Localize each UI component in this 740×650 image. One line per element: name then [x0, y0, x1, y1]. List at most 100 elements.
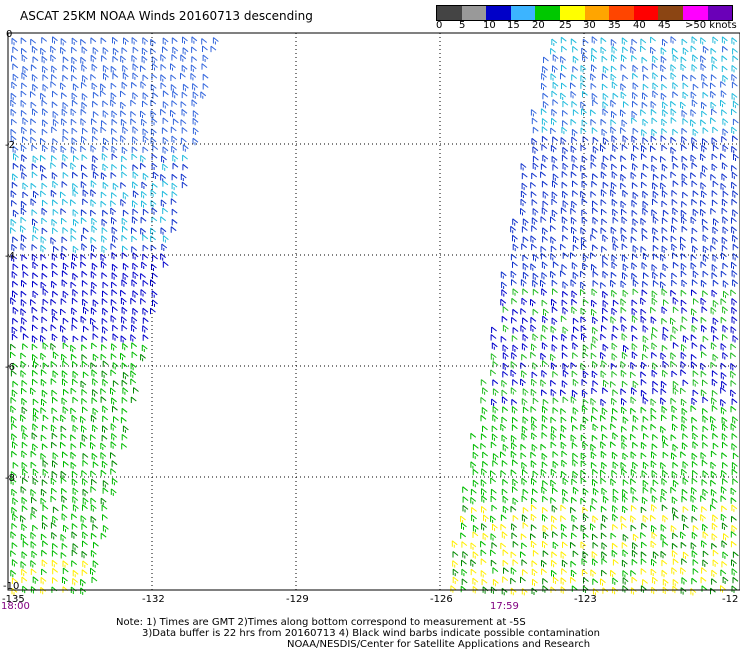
wind-barb	[580, 325, 587, 332]
wind-barb	[681, 155, 688, 163]
wind-barb	[691, 487, 697, 495]
wind-barb	[161, 155, 167, 163]
wind-barb	[662, 578, 669, 587]
wind-barb	[531, 477, 537, 486]
wind-barb	[611, 451, 618, 460]
wind-barb	[582, 298, 589, 306]
wind-barb	[111, 145, 118, 154]
wind-barb	[520, 308, 527, 315]
wind-barb	[670, 36, 677, 44]
wind-barb	[550, 416, 557, 424]
wind-barb	[42, 460, 49, 468]
wind-barb	[521, 432, 528, 441]
wind-barb	[82, 540, 88, 547]
wind-barb	[652, 198, 658, 205]
wind-barb	[602, 234, 609, 242]
wind-barb	[732, 416, 739, 424]
wind-barb	[591, 93, 598, 101]
wind-barb	[712, 144, 719, 151]
wind-barb	[680, 587, 687, 595]
wind-barb	[690, 154, 697, 162]
wind-barb	[171, 54, 178, 61]
wind-barb	[600, 450, 607, 459]
wind-barb	[21, 72, 28, 80]
wind-barb	[142, 92, 149, 100]
wind-barb	[640, 441, 647, 450]
wind-barb	[80, 217, 87, 224]
wind-barb	[512, 218, 519, 226]
wind-barb	[102, 181, 109, 190]
wind-barb	[500, 298, 507, 307]
wind-barb	[680, 289, 687, 297]
wind-barb	[80, 56, 87, 65]
wind-barb	[10, 343, 16, 351]
wind-barb	[620, 173, 627, 182]
wind-barb	[541, 118, 548, 126]
wind-barb	[41, 514, 48, 522]
wind-barb	[642, 163, 649, 171]
wind-barb	[11, 81, 18, 89]
wind-barb	[632, 441, 639, 449]
wind-barb	[690, 91, 697, 99]
wind-barb	[150, 48, 157, 55]
wind-barb	[481, 495, 488, 503]
wind-barb	[632, 496, 639, 503]
wind-barb	[142, 128, 149, 136]
wind-barb	[651, 63, 658, 70]
wind-barb	[70, 227, 77, 235]
wind-barb	[132, 290, 139, 298]
wind-barb	[522, 522, 529, 529]
wind-barb	[652, 227, 659, 235]
wind-barb	[521, 514, 528, 522]
legend-swatch-1	[461, 6, 487, 20]
wind-barb	[732, 234, 738, 243]
wind-barb	[92, 424, 98, 432]
wind-barb	[132, 200, 138, 208]
wind-barb	[532, 288, 539, 296]
wind-barb	[521, 370, 527, 378]
wind-barb	[692, 441, 699, 449]
wind-barb	[112, 235, 118, 243]
wind-barb	[572, 271, 579, 280]
wind-barb	[671, 47, 678, 55]
wind-barb	[580, 82, 587, 89]
wind-barb	[11, 37, 18, 46]
wind-barb	[120, 352, 126, 361]
wind-barb	[651, 495, 658, 503]
wind-barb	[472, 451, 479, 460]
wind-barb	[611, 81, 618, 89]
wind-barb	[611, 261, 618, 269]
wind-barb	[652, 173, 659, 181]
wind-barb	[111, 289, 118, 296]
wind-barb	[571, 101, 578, 108]
wind-barb	[92, 100, 98, 108]
wind-barb	[572, 244, 579, 251]
wind-barb	[20, 352, 27, 359]
wind-barb	[642, 479, 649, 488]
wind-barb	[562, 146, 569, 155]
wind-barb	[11, 243, 18, 252]
wind-barb	[21, 172, 28, 180]
wind-barb	[520, 362, 527, 369]
wind-barb	[562, 162, 569, 171]
wind-barb	[83, 325, 89, 333]
wind-barb	[121, 443, 128, 450]
wind-barb	[571, 585, 578, 592]
wind-barb	[30, 182, 37, 190]
pass-time-left: 18:00	[1, 601, 30, 612]
wind-barb	[41, 217, 48, 224]
wind-barb	[100, 83, 106, 91]
wind-barb	[631, 325, 638, 332]
wind-barb	[81, 354, 88, 361]
wind-barb	[570, 171, 577, 178]
wind-barb	[600, 46, 607, 54]
wind-barb	[511, 532, 518, 539]
wind-barb	[641, 129, 648, 137]
wind-barb	[541, 272, 548, 280]
wind-barb	[550, 73, 557, 81]
wind-barb	[652, 182, 658, 190]
wind-barb	[492, 406, 499, 414]
wind-barb	[11, 433, 18, 441]
wind-barb	[160, 54, 167, 62]
wind-barb	[40, 164, 46, 173]
